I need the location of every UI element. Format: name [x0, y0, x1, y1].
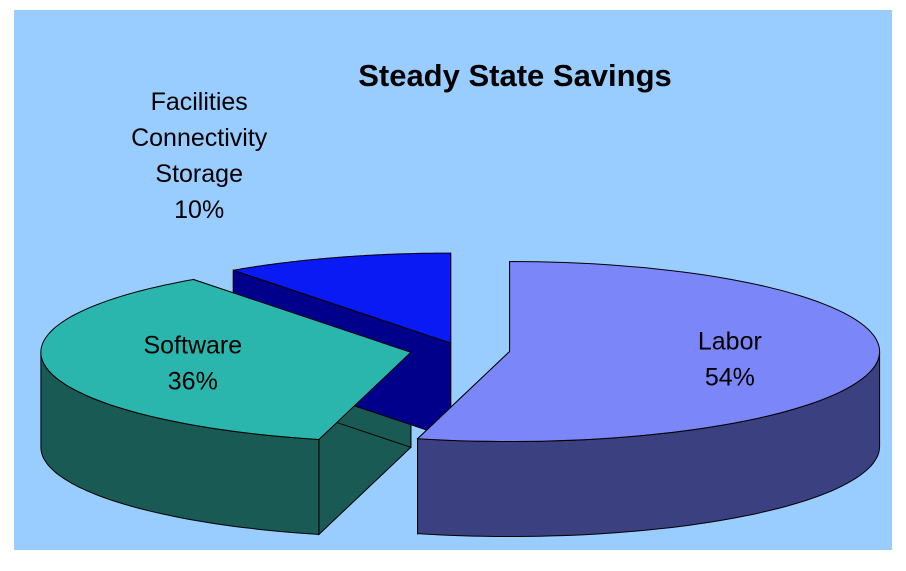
slice-label: Facilities Connectivity Storage 10% [131, 88, 268, 224]
slice-label: Labor 54% [698, 327, 762, 391]
category-label-line: Connectivity [131, 124, 268, 152]
category-label-line: Software [143, 331, 242, 359]
category-label: Facilities Connectivity Storage [131, 88, 268, 188]
value-label: 36% [168, 367, 218, 395]
pie-slice [233, 252, 452, 344]
value-label: 10% [174, 196, 224, 224]
slice-label: Software 36% [143, 331, 242, 395]
pie-slice [416, 260, 881, 442]
category-label: Labor [698, 327, 762, 355]
chart-title: Steady State Savings [358, 58, 672, 93]
category-label-line: Storage [155, 160, 243, 188]
category-label-line: Facilities [151, 88, 248, 116]
value-label: 54% [705, 363, 755, 391]
category-label-line: Labor [698, 327, 762, 355]
pie-slice [40, 278, 412, 441]
category-label: Software [143, 331, 242, 359]
